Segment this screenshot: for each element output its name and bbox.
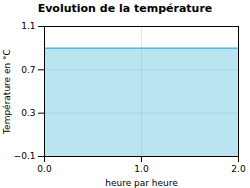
svg-text:0.0: 0.0 <box>37 164 52 174</box>
svg-text:2.0: 2.0 <box>231 164 246 174</box>
svg-text:0.3: 0.3 <box>21 108 35 118</box>
svg-text:−0.1: −0.1 <box>14 151 36 161</box>
svg-text:1.1: 1.1 <box>21 21 35 31</box>
svg-text:0.7: 0.7 <box>21 65 35 75</box>
html-text:Evolution de la température: Evolution de la température <box>37 2 213 15</box>
svg-text:1.0: 1.0 <box>134 164 149 174</box>
svg-text:heure par heure: heure par heure <box>105 178 178 188</box>
svg-text:Température en °C: Température en °C <box>2 49 12 135</box>
